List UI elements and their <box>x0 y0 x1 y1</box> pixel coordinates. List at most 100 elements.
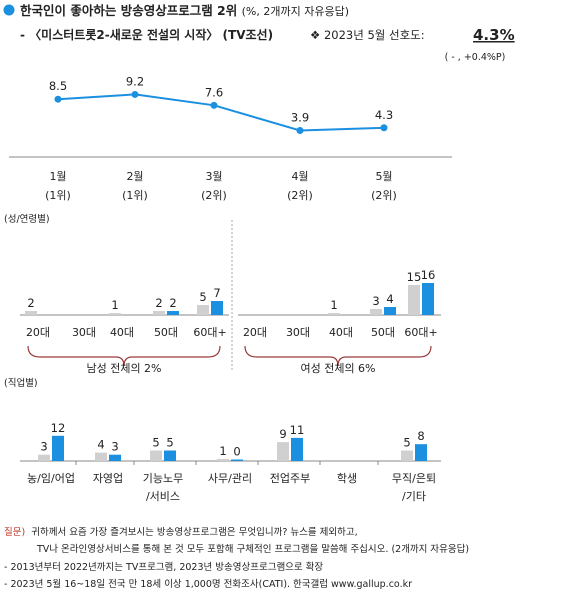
bar-prev <box>150 450 162 461</box>
group-total-label: 여성 전체의 6% <box>300 362 375 375</box>
chart-canvas: 한국인이 좋아하는 방송영상프로그램 2위 (%, 2개까지 자유응답) - 〈… <box>3 3 515 503</box>
occupation-tick-label: 학생 <box>337 472 357 485</box>
bar-value-label: 8 <box>417 429 424 443</box>
preference-value: 4.3% <box>473 26 515 44</box>
trend-value-label: 8.5 <box>49 79 67 93</box>
bar-value-label: 1 <box>330 298 337 312</box>
trend-value-label: 7.6 <box>205 85 223 99</box>
trend-value-label: 3.9 <box>291 110 309 124</box>
bar-value-label: 0 <box>233 445 240 459</box>
occupation-tick-label: 사무/관리 <box>208 472 252 485</box>
trend-point <box>131 90 139 98</box>
bar-current <box>52 435 64 461</box>
bar-value-label: 4 <box>386 292 393 306</box>
trend-line <box>57 93 385 132</box>
bar-current <box>231 459 243 461</box>
age-tick-label: 40대 <box>110 326 134 339</box>
occupation-tick-label: 자영업 <box>93 472 123 485</box>
occupation-tick-label: 기능노무 <box>143 472 183 485</box>
occupation-tick-label: 전업주부 <box>270 472 310 485</box>
rank-label: (2위) <box>201 189 227 202</box>
bar-value-label: 3 <box>372 294 379 308</box>
bar-value-label: 3 <box>40 440 47 454</box>
question-line-2: TV나 온라인영상서비스를 통해 본 것 모두 포함해 구체적인 프로그램을 말… <box>37 544 470 555</box>
bar-prev <box>153 311 165 315</box>
rank-label: (2위) <box>287 189 313 202</box>
footer-note-2: - 2023년 5월 16~18일 전국 만 18세 이상 1,000명 전화조… <box>4 579 412 590</box>
occupation-tick-label: 무직/은퇴 <box>392 472 436 485</box>
bar-prev <box>408 285 420 315</box>
bar-value-label: 1 <box>219 444 226 458</box>
bar-current <box>291 437 303 461</box>
month-tick-label: 1월 <box>49 170 66 183</box>
rank-label: (1위) <box>45 189 71 202</box>
rank-label: (2위) <box>371 189 397 202</box>
bar-value-label: 2 <box>155 296 162 310</box>
bar-prev <box>277 442 289 461</box>
bar-value-label: 5 <box>199 290 206 304</box>
bar-value-label: 12 <box>51 421 66 435</box>
bar-value-label: 5 <box>152 436 159 450</box>
group-total-label: 남성 전체의 2% <box>86 362 161 375</box>
bar-value-label: 2 <box>169 296 176 310</box>
age-tick-label: 30대 <box>72 326 96 339</box>
age-tick-label: 40대 <box>329 326 353 339</box>
age-tick-label: 50대 <box>154 326 178 339</box>
month-tick-label: 5월 <box>375 170 392 183</box>
occupation-tick-label: /서비스 <box>146 490 180 503</box>
bar-prev <box>401 450 413 461</box>
bar-prev <box>197 305 209 315</box>
rank-label: (1위) <box>122 189 148 202</box>
bar-value-label: 4 <box>97 438 104 452</box>
bar-prev <box>109 313 121 315</box>
trend-value-label: 9.2 <box>126 74 144 88</box>
monthly-trend-chart: 8.5 1월 (1위) 9.2 2월 (1위) 7.6 3월 (2위) 3.9 4월 (2위) 4.3 5… <box>9 74 452 202</box>
occupation-tick-label: 농/임/어업 <box>27 472 75 485</box>
occupation-section-label: (직업별) <box>4 377 38 389</box>
trend-point <box>210 101 218 109</box>
bar-current <box>384 307 396 315</box>
group-brace <box>244 345 432 367</box>
bar-value-label: 9 <box>279 427 286 441</box>
bar-value-label: 1 <box>111 298 118 312</box>
program-subtitle: - 〈미스터트롯2-새로운 전설의 시작〉 (TV조선) <box>20 27 273 42</box>
age-tick-label: 20대 <box>26 326 50 339</box>
trend-point <box>380 124 388 132</box>
bar-prev <box>328 313 340 315</box>
group-brace <box>27 345 221 367</box>
age-tick-label: 50대 <box>371 326 395 339</box>
question-text-1: 귀하께서 요즘 가장 즐겨보시는 방송영상프로그램은 무엇입니까? 뉴스를 제외… <box>31 527 358 538</box>
bar-current <box>211 301 223 315</box>
bar-value-label: 3 <box>111 440 118 454</box>
trend-point <box>54 95 62 103</box>
occupation-tick-label: /기타 <box>402 490 426 503</box>
bar-prev <box>95 452 107 461</box>
age-tick-label: 20대 <box>243 326 267 339</box>
footer-note-1: - 2013년부터 2022년까지는 TV프로그램, 2023년 방송영상프로그… <box>4 562 324 573</box>
month-tick-label: 2월 <box>126 170 143 183</box>
bar-value-label: 5 <box>166 436 173 450</box>
bar-current <box>422 283 434 315</box>
bar-current <box>164 450 176 461</box>
bar-prev <box>370 309 382 315</box>
month-tick-label: 3월 <box>205 170 222 183</box>
trend-point <box>296 126 304 134</box>
bar-value-label: 7 <box>213 286 220 300</box>
bar-value-label: 15 <box>407 270 422 284</box>
bar-value-label: 11 <box>290 423 305 437</box>
trend-marks: 8.5 1월 (1위) 9.2 2월 (1위) 7.6 3월 (2위) 3.9 4월 (2위) 4.3 5… <box>45 74 397 202</box>
preference-label: ❖ 2023년 5월 선호도: <box>310 28 425 42</box>
age-tick-label: 30대 <box>286 326 310 339</box>
preference-change: ( - , +0.4%P) <box>445 52 506 63</box>
bar-current <box>415 444 427 461</box>
bar-value-label: 16 <box>421 268 436 282</box>
bar-prev <box>25 311 37 315</box>
gender-age-bar-chart: 2 1 2 5 2 7 20대 30대 40대 50대 60대+ 남성 전체의 2% 1 3 15 4 16 20… <box>20 268 441 375</box>
bar-current <box>167 311 179 315</box>
gender-age-section-label: (성/연령별) <box>4 213 50 225</box>
bar-value-label: 2 <box>27 296 34 310</box>
age-tick-label: 60대+ <box>193 326 226 339</box>
question-line-1: 질문) 귀하께서 요즘 가장 즐겨보시는 방송영상프로그램은 무엇입니까? 뉴스… <box>4 526 358 539</box>
bar-prev <box>217 458 229 461</box>
